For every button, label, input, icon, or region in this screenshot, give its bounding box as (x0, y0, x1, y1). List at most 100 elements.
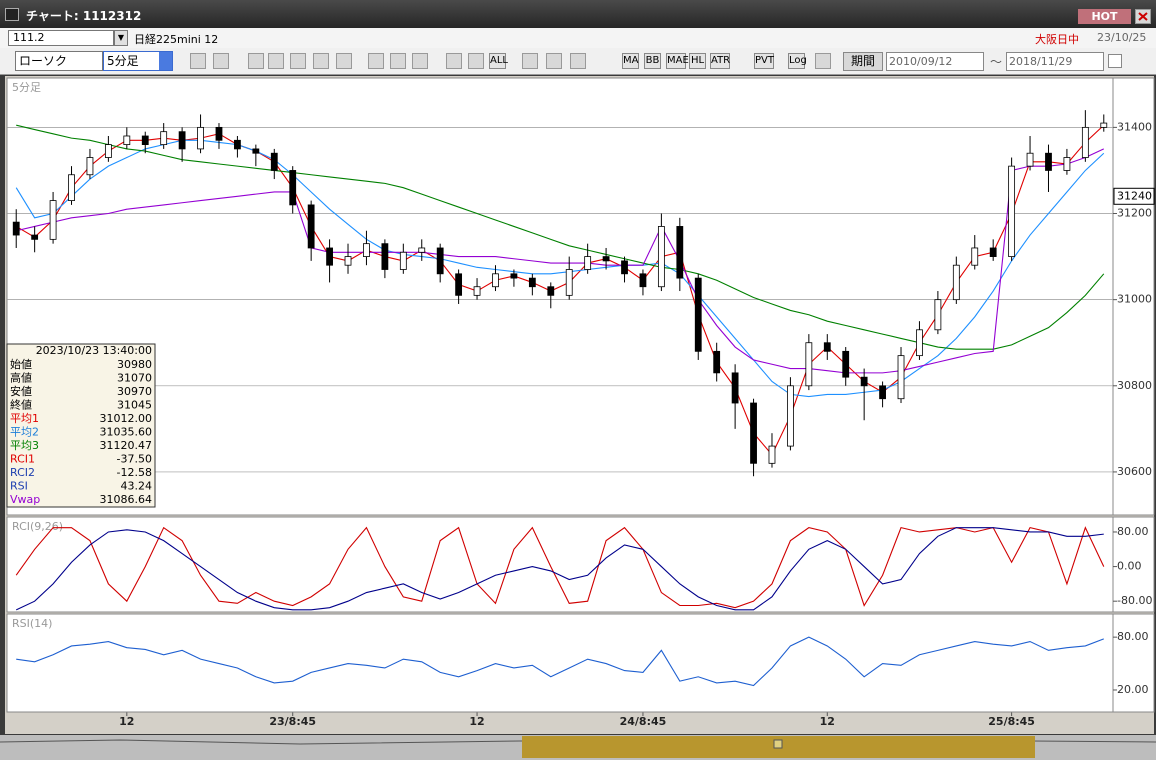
candle-body (141, 135, 149, 146)
x-tick-label: 25/8:45 (988, 715, 1035, 728)
tool-icon[interactable] (570, 53, 586, 69)
tool-icon[interactable] (248, 53, 264, 69)
candle-body (1045, 152, 1052, 171)
tool-icon[interactable] (268, 53, 284, 69)
candle-body (823, 342, 831, 352)
y-tick-label: 31200 (1117, 207, 1152, 220)
from-date[interactable]: 2010/09/12 (886, 52, 984, 71)
info-value: 31045 (117, 399, 152, 412)
hot-button[interactable]: HOT (1078, 9, 1131, 24)
tool-button[interactable]: HL (689, 53, 706, 69)
candle-body (860, 376, 868, 387)
candle-body (381, 243, 389, 270)
tool-icon[interactable] (313, 53, 329, 69)
candle-body (952, 264, 960, 301)
y-tick-label: 30600 (1117, 465, 1152, 478)
tool-button[interactable]: Log (788, 53, 807, 69)
y-tick-label: 20.00 (1117, 683, 1149, 696)
y-tick-label: 30800 (1117, 379, 1152, 392)
tool-icon[interactable] (336, 53, 352, 69)
y-tick-label: 31000 (1117, 293, 1152, 306)
series-line (16, 636, 1104, 687)
candle-body (971, 247, 979, 266)
panel (6, 516, 1114, 613)
tool-icon[interactable] (815, 53, 831, 69)
tool-icon[interactable] (390, 53, 406, 69)
candle-body (492, 273, 499, 288)
series-line (15, 527, 1104, 611)
interval-select[interactable]: 5分足 (103, 51, 173, 71)
candle-body (1008, 165, 1016, 257)
candle-body (160, 131, 168, 146)
symbol-dropdown[interactable]: ▼ (114, 30, 128, 46)
info-label: 終値 (10, 398, 32, 412)
info-label: RCI2 (10, 466, 35, 479)
tool-button[interactable]: ALL (489, 53, 508, 69)
tool-icon[interactable] (368, 53, 384, 69)
candle-body (455, 273, 463, 296)
panel-title: RCI(9,26) (12, 520, 63, 533)
tool-button[interactable]: MAE (666, 53, 689, 69)
tool-icon[interactable] (446, 53, 462, 69)
x-tick-label: 12 (820, 715, 835, 728)
x-tick-label: 12 (119, 715, 134, 728)
info-value: 43.24 (121, 480, 153, 493)
candle-body (234, 139, 241, 150)
candle-body (12, 221, 20, 236)
candle-body (897, 355, 905, 400)
candle-body (528, 277, 536, 288)
candle-body (1063, 157, 1071, 171)
candle-body (731, 372, 739, 404)
info-value: 30980 (117, 358, 152, 371)
symbol-date: 23/10/25 (1097, 31, 1147, 44)
candle-body (399, 251, 407, 270)
tool-icon[interactable] (190, 53, 206, 69)
y-tick-label: 80.00 (1117, 630, 1149, 643)
candle-body (787, 385, 794, 447)
info-label: 平均1 (10, 412, 39, 425)
candle-body (49, 200, 57, 240)
info-box (6, 343, 156, 508)
panel (6, 613, 1114, 713)
tool-icon[interactable] (290, 53, 306, 69)
symbol-name: 日経225mini 12 (134, 33, 219, 46)
checkbox[interactable] (1108, 54, 1122, 68)
window-title: チャート: 1112312 (26, 9, 142, 23)
tool-icon[interactable] (522, 53, 538, 69)
tool-icon[interactable] (546, 53, 562, 69)
info-value: -12.58 (117, 466, 152, 479)
info-label: 始値 (10, 357, 32, 371)
chart-style-select[interactable]: ローソク (15, 51, 103, 71)
axis-panel (1112, 613, 1155, 713)
candle-body (676, 226, 684, 279)
candle-body (68, 174, 75, 201)
last-price-box (1113, 187, 1155, 205)
period-button[interactable]: 期間 (843, 52, 883, 71)
candle-body (547, 286, 555, 296)
navigator-grip[interactable] (773, 739, 783, 749)
tool-button[interactable]: MA (622, 53, 639, 69)
info-value: 31070 (117, 372, 152, 385)
candle-body (879, 385, 886, 400)
interval-arrow[interactable] (159, 52, 172, 70)
tool-icon[interactable] (468, 53, 484, 69)
candle-body (584, 256, 592, 270)
info-value: 31086.64 (100, 493, 153, 506)
info-label: 平均2 (10, 426, 39, 439)
tool-icon[interactable] (213, 53, 229, 69)
tool-button[interactable]: BB (644, 53, 661, 69)
close-button[interactable] (1135, 9, 1151, 24)
candle-body (326, 247, 333, 266)
info-label: 安値 (10, 384, 32, 398)
x-tick-label: 12 (469, 715, 484, 728)
info-label: RSI (10, 480, 28, 493)
candle-body (916, 329, 923, 357)
tool-button[interactable]: ATR (710, 53, 730, 69)
tool-button[interactable]: PVT (754, 53, 774, 69)
symbol-input[interactable]: 111.2 (8, 30, 114, 46)
to-date[interactable]: 2018/11/29 (1006, 52, 1104, 71)
last-price-label: 31240 (1117, 189, 1152, 202)
tool-icon[interactable] (412, 53, 428, 69)
